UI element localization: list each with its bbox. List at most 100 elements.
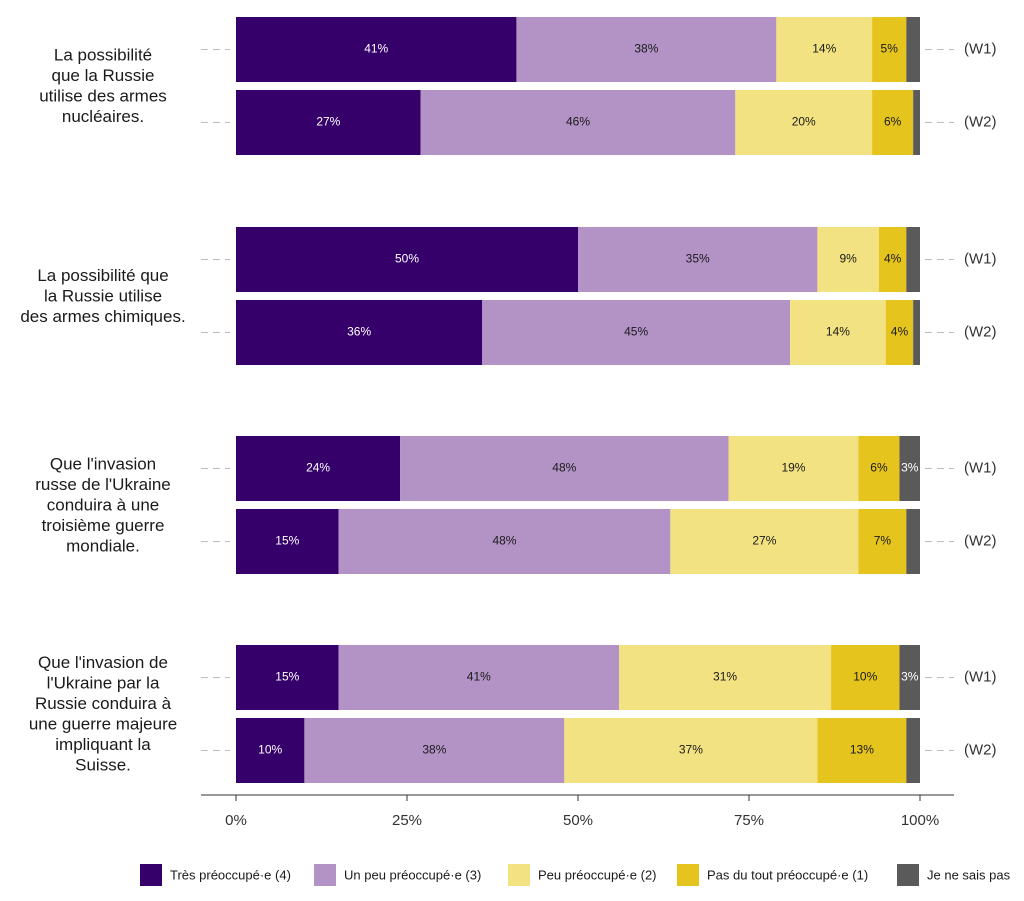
bar-segment <box>670 509 859 574</box>
bar-segment <box>578 227 818 292</box>
bar-segment <box>858 436 900 501</box>
data-label: 48% <box>492 534 516 548</box>
bar-segment <box>400 436 729 501</box>
category-label: Que l'invasion de <box>38 653 168 672</box>
data-label: 24% <box>306 461 330 475</box>
wave-label: (W2) <box>964 741 997 758</box>
data-label: 15% <box>275 670 299 684</box>
wave-label: (W1) <box>964 668 997 685</box>
data-label: 48% <box>552 461 576 475</box>
legend-label: Peu préoccupé·e (2) <box>538 867 657 882</box>
category-label: La possibilité que <box>37 266 168 285</box>
category-label: une guerre majeure <box>29 715 177 734</box>
bar-segment <box>831 645 900 710</box>
bar-segment <box>872 90 914 155</box>
bar-segment <box>236 227 578 292</box>
wave-label: (W2) <box>964 532 997 549</box>
x-tick-label: 0% <box>225 812 247 829</box>
data-label: 50% <box>395 252 419 266</box>
category-label: Suisse. <box>75 756 131 775</box>
bar-segment <box>304 718 565 783</box>
data-label: 46% <box>566 115 590 129</box>
legend-label: Pas du tout préoccupé·e (1) <box>707 867 868 882</box>
bar-segment <box>236 17 517 82</box>
data-label: 13% <box>850 743 874 757</box>
data-label: 20% <box>792 115 816 129</box>
category-label: troisième guerre <box>42 516 165 535</box>
bar-segment <box>236 90 421 155</box>
data-label: 6% <box>870 461 888 475</box>
category-label: impliquant la <box>55 735 151 754</box>
bar-segment <box>236 645 339 710</box>
data-label: 35% <box>686 252 710 266</box>
bar-segment <box>236 509 339 574</box>
wave-label: (W1) <box>964 459 997 476</box>
bar-segment <box>817 718 907 783</box>
data-label: 14% <box>812 42 836 56</box>
bar-segment <box>906 509 920 574</box>
legend-label: Un peu préoccupé·e (3) <box>344 867 481 882</box>
legend-swatch <box>314 864 336 886</box>
bar-segment <box>236 718 305 783</box>
x-tick-label: 100% <box>901 812 939 829</box>
category-label: utilise des armes <box>39 87 167 106</box>
bar-segment <box>878 227 907 292</box>
x-tick-label: 25% <box>392 812 422 829</box>
bar-segment <box>482 300 791 365</box>
bar-segment <box>735 90 873 155</box>
bar-segment <box>564 718 818 783</box>
category-label: nucléaires. <box>62 107 144 126</box>
bar-segment <box>420 90 736 155</box>
data-label: 38% <box>422 743 446 757</box>
data-label: 6% <box>884 115 902 129</box>
bar-segment <box>790 300 886 365</box>
data-label: 7% <box>874 534 892 548</box>
data-label: 41% <box>467 670 491 684</box>
bar-segment <box>516 17 777 82</box>
category-label: mondiale. <box>66 536 140 555</box>
bar-segment <box>899 645 920 710</box>
bar-segment <box>906 17 920 82</box>
bar-segment <box>885 300 914 365</box>
legend-swatch <box>897 864 919 886</box>
legend-label: Très préoccupé·e (4) <box>170 867 291 882</box>
category-label: Russie conduira à <box>35 694 172 713</box>
bar-segment <box>236 300 483 365</box>
data-label: 3% <box>901 461 919 475</box>
bar-segment <box>872 17 907 82</box>
data-label: 9% <box>840 252 858 266</box>
bar-segment <box>817 227 879 292</box>
bar-segment <box>913 90 920 155</box>
data-label: 15% <box>275 534 299 548</box>
category-label: conduira à une <box>47 495 159 514</box>
bar-segment <box>913 300 920 365</box>
bar-segment <box>776 17 873 82</box>
bar-segment <box>906 718 920 783</box>
data-label: 5% <box>881 42 899 56</box>
category-label: Que l'invasion <box>50 454 156 473</box>
data-label: 36% <box>347 325 371 339</box>
legend-swatch <box>508 864 530 886</box>
legend-swatch <box>677 864 699 886</box>
bar-segment <box>236 436 401 501</box>
data-label: 3% <box>901 670 919 684</box>
category-label: l'Ukraine par la <box>47 674 160 693</box>
bar-segment <box>338 645 620 710</box>
wave-label: (W2) <box>964 113 997 130</box>
data-label: 10% <box>853 670 877 684</box>
x-tick-label: 75% <box>734 812 764 829</box>
x-tick-label: 50% <box>563 812 593 829</box>
wave-label: (W1) <box>964 40 997 57</box>
category-label: que la Russie <box>51 66 154 85</box>
bar-segment <box>899 436 920 501</box>
data-label: 37% <box>679 743 703 757</box>
bar-segment <box>858 509 907 574</box>
data-label: 27% <box>752 534 776 548</box>
category-label: la Russie utilise <box>44 286 162 305</box>
bar-segment <box>728 436 859 501</box>
data-label: 10% <box>258 743 282 757</box>
data-label: 4% <box>891 325 909 339</box>
data-label: 45% <box>624 325 648 339</box>
wave-label: (W2) <box>964 323 997 340</box>
